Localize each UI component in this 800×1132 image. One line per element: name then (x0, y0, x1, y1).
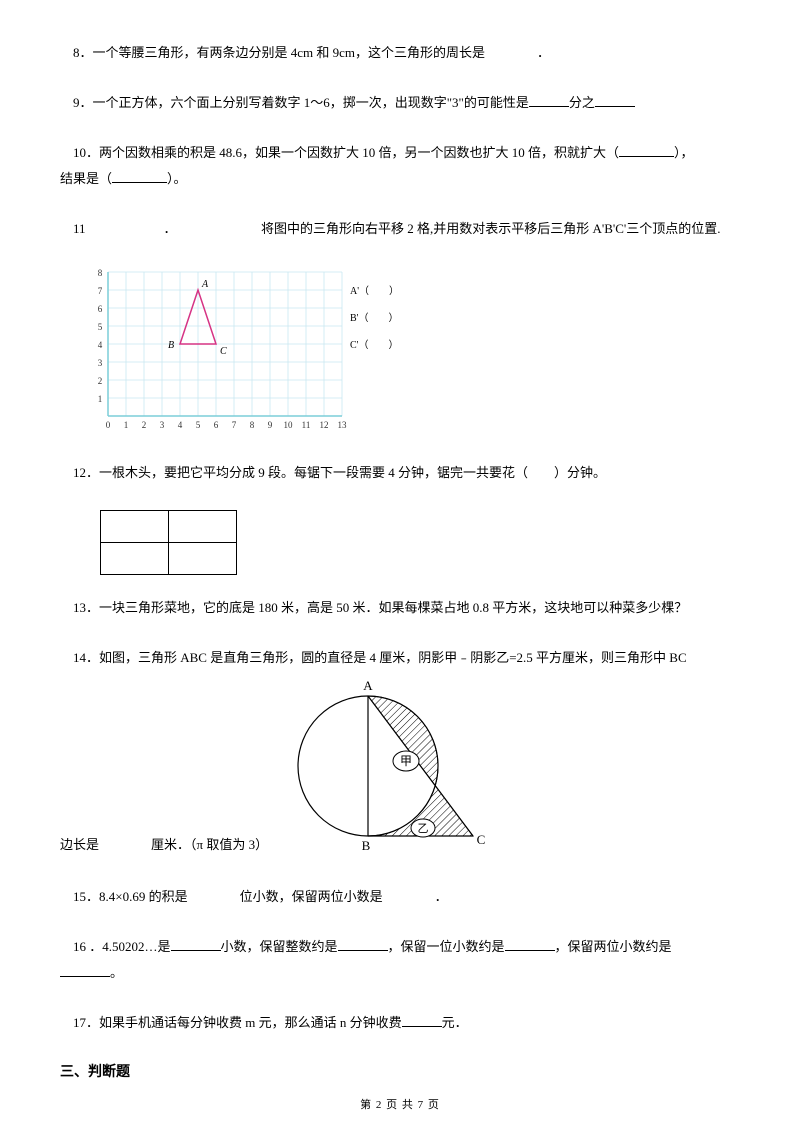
q8-text: 8．一个等腰三角形，有两条边分别是 4cm 和 9cm，这个三角形的周长是 ． (73, 45, 550, 60)
section-header: 三、判断题 (60, 1061, 740, 1081)
question-16: 16 ．4.50202…是 小数，保留整数约是 ，保留一位小数约是 ，保留两位小数约是… (60, 934, 740, 986)
q9-text-1: 9．一个正方体，六个面上分别写着数字 1～6，掷一次，出现数字"3"的可能性是 (73, 95, 529, 110)
q13-text: 13．一块三角形菜地，它的底是 180 米，高是 50 米．如果每棵菜占地 0.… (73, 600, 687, 615)
question-12: 12．一根木头，要把它平均分成 9 段。每锯下一段需要 4 分钟，锯完一共要花（… (60, 460, 740, 486)
svg-text:C'（ ）: C'（ ） (350, 339, 398, 351)
svg-text:8: 8 (98, 268, 103, 278)
blank-fill (529, 94, 569, 107)
q14-text-1: 14．如图，三角形 ABC 是直角三角形，圆的直径是 4 厘米，阴影甲﹣阴影乙=… (73, 650, 687, 665)
q16-text-2: 小数，保留整数约是 (221, 939, 338, 954)
blank-fill (505, 938, 555, 951)
table-cell (169, 511, 237, 543)
circle-diagram: A B C 甲乙 (288, 671, 488, 860)
q10-text-3: 结果是（ (60, 171, 112, 186)
svg-text:3: 3 (98, 358, 103, 368)
svg-text:5: 5 (196, 420, 201, 430)
q15-text: 15．8.4×0.69 的积是 位小数，保留两位小数是 ． (73, 889, 448, 904)
blank-fill (595, 94, 635, 107)
q11-text: 11 ． 将图中的三角形向右平移 2 格,并用数对表示平移后三角形 A'B'C'… (73, 221, 721, 236)
svg-text:B'（ ）: B'（ ） (350, 312, 398, 324)
svg-text:乙: 乙 (418, 822, 429, 835)
q16-text-5: 。 (110, 965, 123, 980)
table-cell (169, 543, 237, 575)
footer-text: 第 2 页 共 7 页 (360, 1099, 440, 1111)
question-9: 9．一个正方体，六个面上分别写着数字 1～6，掷一次，出现数字"3"的可能性是 分… (60, 90, 740, 116)
svg-text:2: 2 (142, 420, 147, 430)
q12-text: 12．一根木头，要把它平均分成 9 段。每锯下一段需要 4 分钟，锯完一共要花（… (73, 465, 606, 480)
svg-text:C: C (477, 832, 486, 847)
table-figure (100, 510, 740, 575)
svg-text:0: 0 (106, 420, 111, 430)
svg-text:2: 2 (98, 376, 103, 386)
section-title: 三、判断题 (60, 1065, 130, 1080)
svg-text:8: 8 (250, 420, 255, 430)
svg-text:A: A (363, 678, 373, 693)
circle-triangle-svg: A B C 甲乙 (288, 671, 488, 851)
svg-text:甲: 甲 (400, 754, 412, 768)
svg-text:1: 1 (124, 420, 129, 430)
simple-table (100, 510, 237, 575)
question-17: 17．如果手机通话每分钟收费 m 元，那么通话 n 分钟收费 元． (60, 1010, 740, 1036)
q10-text-1: 10．两个因数相乘的积是 48.6，如果一个因数扩大 10 倍，另一个因数也扩大… (73, 145, 619, 160)
question-8: 8．一个等腰三角形，有两条边分别是 4cm 和 9cm，这个三角形的周长是 ． (60, 40, 740, 66)
question-10: 10．两个因数相乘的积是 48.6，如果一个因数扩大 10 倍，另一个因数也扩大… (60, 140, 740, 192)
q9-text-2: 分之 (569, 95, 595, 110)
svg-text:9: 9 (268, 420, 273, 430)
svg-text:A: A (201, 279, 209, 290)
q16-text-3: ，保留一位小数约是 (388, 939, 505, 954)
q17-text-1: 17．如果手机通话每分钟收费 m 元，那么通话 n 分钟收费 (73, 1015, 402, 1030)
svg-text:4: 4 (98, 340, 103, 350)
svg-text:7: 7 (232, 420, 237, 430)
q17-text-2: 元． (442, 1015, 468, 1030)
svg-text:6: 6 (98, 304, 103, 314)
blank-fill (338, 938, 388, 951)
svg-text:C: C (220, 346, 227, 357)
blank-fill (171, 938, 221, 951)
blank-fill (112, 170, 167, 183)
blank-fill (402, 1014, 442, 1027)
svg-text:7: 7 (98, 286, 103, 296)
svg-text:B: B (362, 838, 371, 851)
q10-text-4: ）。 (167, 171, 187, 186)
svg-text:5: 5 (98, 322, 103, 332)
blank-fill (60, 964, 110, 977)
page-footer: 第 2 页 共 7 页 (0, 1096, 800, 1112)
svg-text:1: 1 (98, 394, 103, 404)
blank-fill (619, 144, 674, 157)
svg-text:3: 3 (160, 420, 165, 430)
question-11: 11 ． 将图中的三角形向右平移 2 格,并用数对表示平移后三角形 A'B'C'… (60, 216, 740, 242)
svg-text:A'（ ）: A'（ ） (350, 285, 399, 297)
q16-text-4: ，保留两位小数约是 (555, 939, 672, 954)
table-cell (101, 543, 169, 575)
svg-text:12: 12 (320, 420, 329, 430)
q10-text-2: ）， (674, 145, 694, 160)
svg-text:11: 11 (302, 420, 311, 430)
question-15: 15．8.4×0.69 的积是 位小数，保留两位小数是 ． (60, 884, 740, 910)
q14-text-2: 边长是 厘米．（π 取值为 3） (60, 837, 268, 852)
question-14: 14．如图，三角形 ABC 是直角三角形，圆的直径是 4 厘米，阴影甲﹣阴影乙=… (60, 645, 740, 860)
svg-text:B: B (168, 340, 174, 351)
question-13: 13．一块三角形菜地，它的底是 180 米，高是 50 米．如果每棵菜占地 0.… (60, 595, 740, 621)
svg-text:6: 6 (214, 420, 219, 430)
svg-text:10: 10 (284, 420, 294, 430)
coordinate-grid-svg: 01234567891011121312345678ABCA'（ ）B'（ ）C… (90, 266, 410, 436)
table-cell (101, 511, 169, 543)
q16-text-1: 16 ．4.50202…是 (73, 939, 171, 954)
svg-text:13: 13 (338, 420, 348, 430)
grid-figure: 01234567891011121312345678ABCA'（ ）B'（ ）C… (90, 266, 740, 440)
svg-text:4: 4 (178, 420, 183, 430)
